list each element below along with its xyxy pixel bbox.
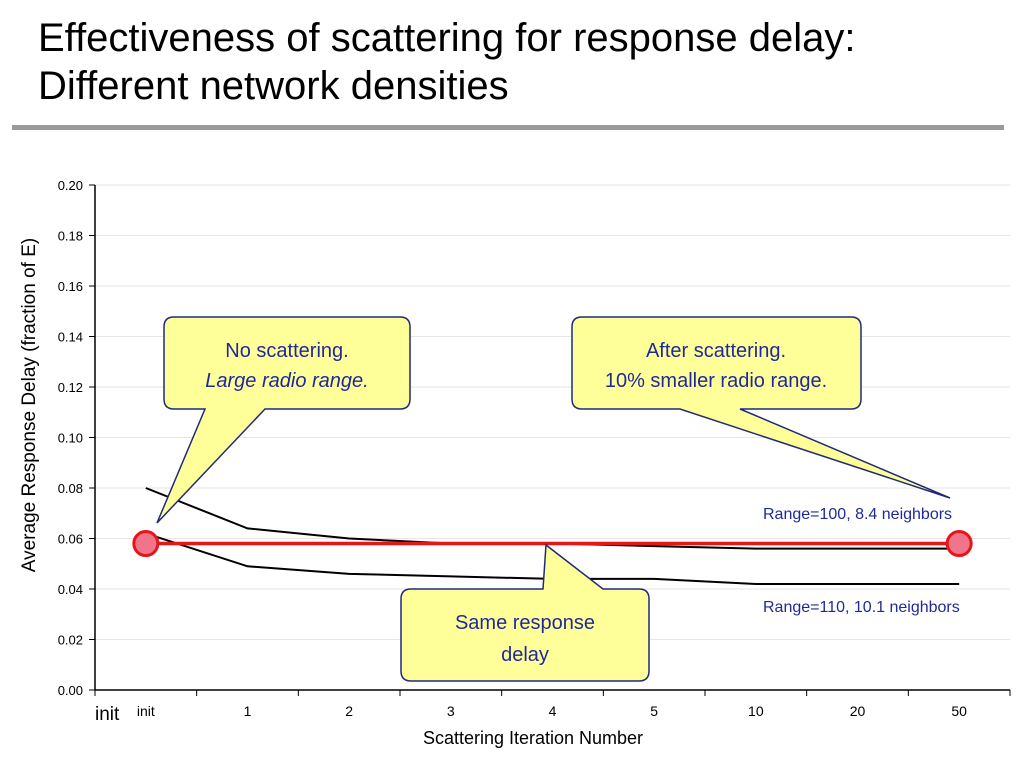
y-tick-label: 0.08 <box>58 481 83 496</box>
reference-line <box>132 530 973 558</box>
callout-no-scattering: No scattering. Large radio range. <box>156 316 411 524</box>
slide-title: Effectiveness of scattering for response… <box>38 14 998 110</box>
x-tick-label: 50 <box>951 703 967 719</box>
callout-after-scattering-line2: 10% smaller radio range. <box>605 370 827 392</box>
x-tick-label: 4 <box>549 703 557 719</box>
reference-marker <box>945 530 973 558</box>
x-extra-init-label: init <box>95 704 120 725</box>
x-tick-label: 3 <box>447 703 455 719</box>
y-tick-labels: 0.00 0.02 0.04 0.06 0.08 0.10 0.12 0.14 0.16 0.18… <box>58 178 83 698</box>
x-tick-label: 10 <box>748 703 764 719</box>
x-tick-label: 5 <box>650 703 658 719</box>
callout-no-scattering-line1: No scattering. <box>225 340 348 362</box>
x-tick-label: 2 <box>345 703 353 719</box>
x-tick-label: 1 <box>244 703 252 719</box>
y-tick-label: 0.10 <box>58 431 83 446</box>
y-tick-label: 0.20 <box>58 178 83 193</box>
callout-after-scattering: After scattering. 10% smaller radio rang… <box>571 316 951 499</box>
callout-no-scattering-line2: Large radio range. <box>205 370 368 392</box>
y-tick-label: 0.12 <box>58 380 83 395</box>
callout-same-delay-shape <box>400 543 650 682</box>
y-tick-label: 0.16 <box>58 279 83 294</box>
x-tick-label: 20 <box>850 703 866 719</box>
reference-marker <box>132 530 160 558</box>
axes <box>89 184 1011 696</box>
y-tick-label: 0.06 <box>58 532 83 547</box>
callout-same-delay: Same response delay <box>400 543 650 682</box>
callout-no-scattering-shape <box>156 316 411 524</box>
callout-after-scattering-line1: After scattering. <box>646 340 786 362</box>
title-line-1: Effectiveness of scattering for response… <box>38 16 856 60</box>
y-axis-label: Average Response Delay (fraction of E) <box>19 238 40 572</box>
title-line-2: Different network densities <box>38 64 509 108</box>
y-tick-label: 0.00 <box>58 683 83 698</box>
y-tick-label: 0.18 <box>58 229 83 244</box>
x-axis-label: Scattering Iteration Number <box>423 728 643 748</box>
x-tick-labels: init 1 2 3 4 5 10 20 50 <box>137 703 967 719</box>
title-divider <box>12 125 1004 130</box>
callout-same-delay-line2: delay <box>501 644 549 666</box>
y-tick-label: 0.14 <box>58 330 83 345</box>
y-tick-label: 0.04 <box>58 582 83 597</box>
x-tick-label: init <box>137 703 155 719</box>
callout-after-scattering-shape <box>571 316 951 499</box>
y-tick-label: 0.02 <box>58 633 83 648</box>
series-label-range-110: Range=110, 10.1 neighbors <box>763 599 960 616</box>
series-label-range-100: Range=100, 8.4 neighbors <box>763 506 952 523</box>
callout-same-delay-line1: Same response <box>455 612 595 634</box>
